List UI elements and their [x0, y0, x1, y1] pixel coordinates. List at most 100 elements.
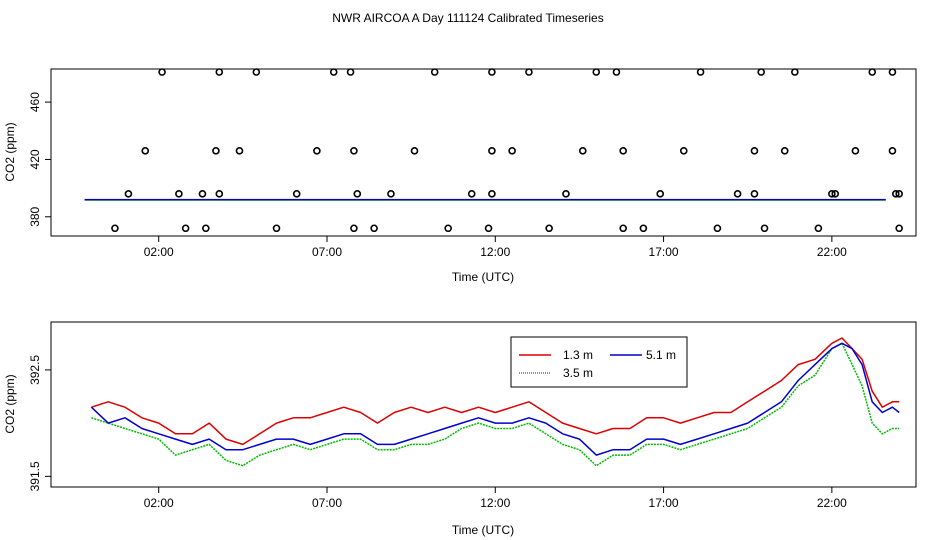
- x-tick-label: 12:00: [480, 245, 510, 259]
- chart-title: NWR AIRCOA A Day 111124 Calibrated Times…: [332, 11, 603, 25]
- x-tick-label: 22:00: [817, 496, 847, 510]
- scatter-point: [750, 190, 759, 198]
- scatter-point: [791, 68, 799, 76]
- scatter-point: [350, 224, 358, 233]
- scatter-point: [888, 147, 897, 155]
- scatter-point: [212, 147, 220, 155]
- scatter-point: [467, 190, 476, 198]
- bottom-plot-marks: [90, 337, 900, 467]
- x-tick-label: 07:00: [312, 496, 342, 510]
- top-x-axis-label: Time (UTC): [452, 270, 514, 284]
- scatter-point: [252, 68, 261, 76]
- bottom-plot-frame: [50, 321, 917, 488]
- scatter-point: [592, 68, 601, 76]
- scatter-point: [750, 147, 759, 155]
- scatter-point: [679, 147, 688, 155]
- scatter-point: [313, 147, 321, 155]
- scatter-point: [888, 68, 897, 76]
- series-line-35m: [91, 342, 900, 467]
- top-y-axis-label: CO2 (ppm): [3, 122, 17, 181]
- scatter-point: [370, 224, 378, 233]
- scatter-point: [202, 224, 210, 233]
- y-tick-label: 420: [28, 149, 42, 169]
- scatter-point: [410, 147, 419, 155]
- legend-box: [510, 336, 688, 388]
- scatter-point: [346, 68, 355, 76]
- y-tick-label: 380: [28, 206, 42, 226]
- scatter-point: [578, 147, 587, 155]
- scatter-point: [124, 190, 133, 198]
- x-tick-label: 12:00: [480, 496, 510, 510]
- scatter-point: [619, 224, 627, 233]
- legend: 1.3 m 3.5 m 5.1 m: [510, 336, 688, 388]
- scatter-point: [235, 147, 244, 155]
- x-tick-label: 02:00: [144, 496, 174, 510]
- bottom-y-axis: 391.5 392.5: [28, 355, 51, 491]
- x-tick-label: 17:00: [649, 245, 679, 259]
- scatter-point: [696, 68, 705, 76]
- top-panel: 02:00 07:00 12:00 17:00 22:00 380 420 460 Time…: [3, 68, 917, 284]
- scatter-point: [444, 224, 452, 233]
- bottom-x-axis: 02:00 07:00 12:00 17:00 22:00: [144, 487, 847, 510]
- scatter-point: [488, 68, 496, 76]
- scatter-point: [387, 190, 395, 198]
- scatter-point: [329, 68, 338, 76]
- scatter-point: [895, 224, 903, 233]
- scatter-point: [868, 68, 877, 76]
- scatter-point: [525, 68, 533, 76]
- scatter-point: [350, 147, 358, 155]
- scatter-point: [780, 147, 789, 155]
- scatter-point: [895, 190, 903, 198]
- scatter-point: [656, 190, 665, 198]
- scatter-point: [892, 190, 900, 198]
- y-tick-label: 460: [28, 92, 42, 112]
- scatter-point: [215, 190, 224, 198]
- scatter-point: [713, 224, 722, 233]
- scatter-point: [488, 147, 496, 155]
- scatter-point: [828, 190, 836, 198]
- legend-label-3-5m: 3.5 m: [563, 366, 593, 380]
- scatter-point: [158, 68, 166, 76]
- scatter-point: [639, 224, 648, 233]
- scatter-point: [430, 68, 439, 76]
- y-tick-label: 391.5: [28, 461, 42, 491]
- scatter-point: [757, 68, 765, 76]
- bottom-y-axis-label: CO2 (ppm): [3, 374, 17, 433]
- scatter-point: [272, 224, 281, 233]
- x-tick-label: 17:00: [649, 496, 679, 510]
- scatter-point: [353, 190, 362, 198]
- x-tick-label: 22:00: [817, 245, 847, 259]
- scatter-point: [198, 190, 207, 198]
- scatter-point: [545, 224, 553, 233]
- bottom-x-axis-label: Time (UTC): [452, 523, 514, 537]
- scatter-point: [508, 147, 516, 155]
- x-tick-label: 02:00: [144, 245, 174, 259]
- series-line-13m: [91, 337, 900, 446]
- scatter-point: [484, 224, 493, 233]
- scatter-point: [562, 190, 570, 198]
- scatter-point: [141, 147, 150, 155]
- scatter-point: [488, 190, 496, 198]
- x-tick-label: 07:00: [312, 245, 342, 259]
- scatter-point: [619, 147, 627, 155]
- scatter-point: [111, 224, 119, 233]
- legend-label-5-1m: 5.1 m: [646, 348, 676, 362]
- scatter-point: [612, 68, 621, 76]
- top-y-axis: 380 420 460: [28, 92, 51, 227]
- scatter-point: [181, 224, 190, 233]
- legend-label-1-3m: 1.3 m: [563, 348, 593, 362]
- scatter-point: [814, 224, 823, 233]
- scatter-point: [760, 224, 769, 233]
- bottom-panel: 02:00 07:00 12:00 17:00 22:00 391.5 392.5 Tim…: [3, 321, 917, 537]
- scatter-point: [851, 147, 860, 155]
- series-line-51m: [90, 342, 900, 456]
- top-plot-frame: [50, 68, 917, 237]
- scatter-point: [175, 190, 183, 198]
- scatter-point: [215, 68, 224, 76]
- top-x-axis: 02:00 07:00 12:00 17:00 22:00: [144, 236, 847, 259]
- scatter-point: [831, 190, 840, 198]
- top-plot-marks: [84, 68, 903, 233]
- scatter-point: [292, 190, 301, 198]
- scatter-point: [733, 190, 742, 198]
